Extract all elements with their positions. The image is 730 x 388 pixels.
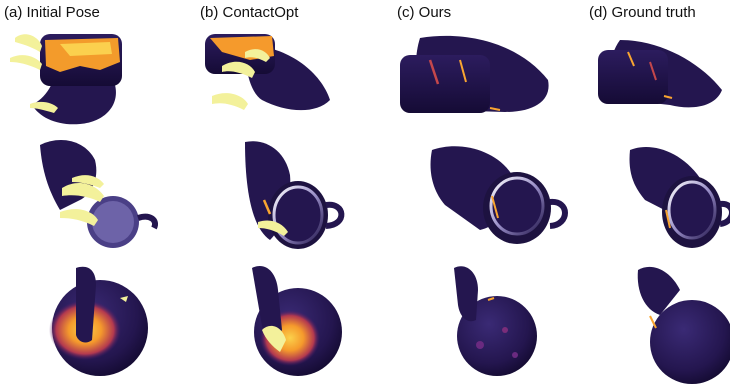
contact-stroke [665, 209, 671, 229]
contact-stroke [262, 199, 272, 215]
contact-heat [476, 341, 484, 349]
penetrating-finger [10, 55, 42, 70]
mug-opening [667, 180, 717, 240]
contact-stroke [649, 61, 657, 81]
contact-stroke [428, 59, 440, 85]
column-title-contactopt: (b) ContactOpt [200, 4, 299, 21]
mug-handle [719, 200, 730, 227]
cell-d-row1-cylinder [598, 40, 722, 108]
contact-stroke [491, 195, 499, 219]
contact-stroke [459, 59, 467, 83]
hand-mesh [40, 140, 97, 210]
cell-b-row3-sphere [252, 266, 342, 376]
cell-d-row2-mug [629, 147, 730, 248]
finger-tip [120, 296, 128, 302]
column-title-ground-truth: (d) Ground truth [589, 4, 696, 21]
sphere-mesh [650, 300, 730, 384]
cylinder-mesh [400, 55, 490, 113]
cell-a-row3-sphere [49, 266, 148, 376]
cell-b-row1-cylinder [205, 34, 330, 111]
hand-mesh [252, 266, 282, 337]
column-title-initial-pose: (a) Initial Pose [4, 4, 100, 21]
penetrating-finger [30, 101, 58, 113]
cylinder-mesh [598, 50, 668, 104]
contact-heat [502, 327, 508, 333]
penetrating-finger [72, 175, 104, 188]
cell-c-row3-sphere [454, 266, 537, 376]
hand-mesh [76, 266, 96, 343]
contact-stroke [663, 95, 673, 99]
contact-stroke [487, 297, 495, 301]
penetrating-finger [212, 93, 248, 110]
cell-b-row2-mug [245, 141, 345, 249]
mug-handle [325, 201, 345, 229]
penetrating-finger [15, 34, 42, 52]
penetrating-finger [60, 209, 98, 226]
contact-heat [60, 42, 112, 56]
penetrating-finger [222, 61, 255, 78]
contact-stroke [649, 315, 657, 329]
hand-mesh [637, 266, 680, 315]
column-title-ours: (c) Ours [397, 4, 452, 21]
contact-heat [512, 352, 518, 358]
mug-opening [92, 201, 134, 243]
mug-handle [549, 198, 568, 229]
cell-c-row2-mug [430, 146, 568, 244]
cell-c-row1-cylinder [400, 35, 549, 113]
contact-stroke [489, 107, 501, 111]
penetrating-finger [262, 325, 286, 352]
cell-d-row3-sphere [637, 266, 730, 384]
cell-a-row1-cylinder [10, 34, 122, 125]
contact-stroke [627, 51, 635, 67]
mug-opening [489, 176, 545, 236]
hand-mesh [454, 266, 478, 322]
penetrating-finger [245, 49, 270, 62]
mug-handle [137, 213, 158, 230]
mug-opening [272, 185, 324, 245]
penetrating-finger [62, 182, 104, 202]
penetrating-finger [258, 220, 288, 236]
cell-a-row2-mug [40, 140, 158, 248]
